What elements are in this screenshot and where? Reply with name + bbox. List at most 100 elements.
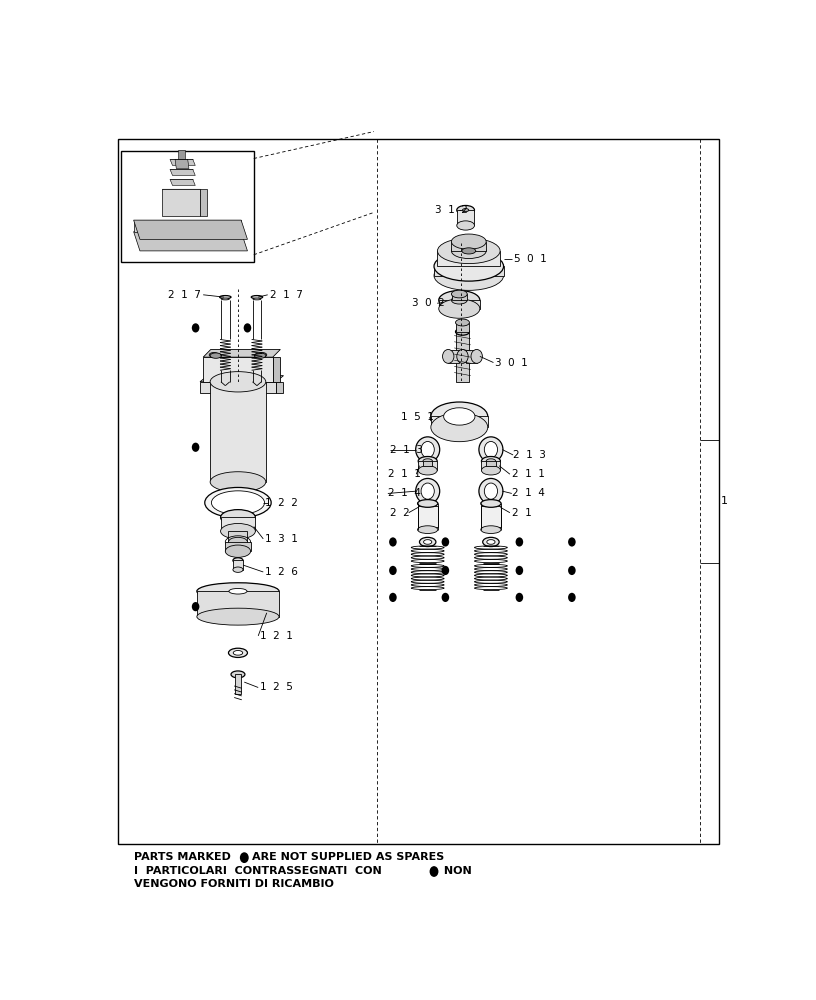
Text: 2  1  4: 2 1 4 bbox=[388, 488, 421, 498]
Text: 1  3  1: 1 3 1 bbox=[265, 534, 298, 544]
Polygon shape bbox=[456, 332, 468, 382]
Ellipse shape bbox=[415, 478, 440, 504]
Text: 1  2  1: 1 2 1 bbox=[260, 631, 293, 641]
Ellipse shape bbox=[233, 567, 243, 572]
Ellipse shape bbox=[209, 353, 219, 357]
Text: 1  2  5: 1 2 5 bbox=[260, 682, 293, 692]
Ellipse shape bbox=[424, 540, 432, 544]
Polygon shape bbox=[448, 350, 459, 363]
Ellipse shape bbox=[481, 466, 500, 475]
Text: 2  1: 2 1 bbox=[512, 508, 531, 518]
Text: 3  0  2: 3 0 2 bbox=[412, 298, 445, 308]
Bar bbox=[178, 150, 185, 159]
Circle shape bbox=[389, 537, 397, 547]
Ellipse shape bbox=[439, 299, 480, 318]
Circle shape bbox=[568, 566, 575, 575]
Text: PARTS MARKED: PARTS MARKED bbox=[134, 852, 234, 862]
Polygon shape bbox=[134, 232, 247, 251]
Ellipse shape bbox=[479, 478, 503, 504]
Ellipse shape bbox=[481, 456, 500, 466]
Polygon shape bbox=[200, 382, 276, 393]
Ellipse shape bbox=[485, 441, 498, 458]
Circle shape bbox=[516, 537, 523, 547]
Ellipse shape bbox=[442, 349, 454, 363]
Text: 2  1  4: 2 1 4 bbox=[512, 488, 544, 498]
Text: 2  1  7: 2 1 7 bbox=[269, 290, 303, 300]
Polygon shape bbox=[225, 542, 251, 551]
Ellipse shape bbox=[485, 483, 498, 499]
Ellipse shape bbox=[257, 353, 267, 357]
Ellipse shape bbox=[431, 413, 488, 442]
Ellipse shape bbox=[253, 298, 261, 300]
Polygon shape bbox=[486, 461, 495, 466]
Ellipse shape bbox=[419, 537, 436, 547]
Text: NON: NON bbox=[441, 866, 472, 876]
Text: 3  0  1: 3 0 1 bbox=[495, 358, 528, 368]
Text: 2  1  7: 2 1 7 bbox=[168, 290, 202, 300]
Polygon shape bbox=[197, 591, 279, 617]
Polygon shape bbox=[201, 189, 206, 216]
Ellipse shape bbox=[225, 545, 251, 557]
Polygon shape bbox=[451, 242, 486, 251]
Text: 2  1  1: 2 1 1 bbox=[388, 469, 421, 479]
Ellipse shape bbox=[455, 328, 469, 335]
Polygon shape bbox=[452, 294, 467, 300]
Polygon shape bbox=[200, 376, 283, 382]
Polygon shape bbox=[170, 159, 195, 165]
Text: 5  0  1: 5 0 1 bbox=[514, 254, 547, 264]
Ellipse shape bbox=[457, 221, 474, 230]
Ellipse shape bbox=[481, 500, 501, 507]
Text: 1  2  6: 1 2 6 bbox=[265, 567, 298, 577]
Ellipse shape bbox=[444, 408, 475, 425]
Text: I  PARTICOLARI  CONTRASSEGNATI  CON: I PARTICOLARI CONTRASSEGNATI CON bbox=[134, 866, 389, 876]
Polygon shape bbox=[431, 416, 488, 427]
Ellipse shape bbox=[211, 353, 221, 358]
Ellipse shape bbox=[211, 372, 266, 392]
Ellipse shape bbox=[486, 459, 495, 463]
Ellipse shape bbox=[451, 296, 468, 304]
Ellipse shape bbox=[487, 540, 495, 544]
Polygon shape bbox=[134, 220, 247, 239]
Circle shape bbox=[516, 566, 523, 575]
Ellipse shape bbox=[197, 583, 279, 600]
Polygon shape bbox=[481, 461, 500, 470]
Text: 2  2: 2 2 bbox=[390, 508, 410, 518]
Ellipse shape bbox=[463, 209, 468, 212]
Polygon shape bbox=[235, 674, 242, 694]
Ellipse shape bbox=[451, 234, 486, 249]
Circle shape bbox=[429, 866, 438, 877]
Ellipse shape bbox=[471, 349, 482, 363]
Ellipse shape bbox=[231, 671, 245, 678]
Circle shape bbox=[441, 537, 449, 547]
Polygon shape bbox=[134, 220, 242, 232]
Polygon shape bbox=[211, 382, 266, 482]
Ellipse shape bbox=[197, 608, 279, 625]
Polygon shape bbox=[434, 266, 503, 276]
Polygon shape bbox=[162, 189, 201, 216]
Polygon shape bbox=[170, 169, 195, 175]
Polygon shape bbox=[221, 517, 255, 531]
Polygon shape bbox=[175, 159, 189, 169]
Polygon shape bbox=[418, 461, 437, 470]
Ellipse shape bbox=[211, 491, 264, 515]
Circle shape bbox=[389, 566, 397, 575]
Polygon shape bbox=[233, 560, 243, 570]
Ellipse shape bbox=[421, 441, 434, 458]
Ellipse shape bbox=[220, 296, 231, 299]
Polygon shape bbox=[481, 506, 501, 527]
Polygon shape bbox=[273, 357, 281, 382]
Circle shape bbox=[240, 852, 249, 863]
Circle shape bbox=[441, 593, 449, 602]
Ellipse shape bbox=[457, 205, 474, 215]
Ellipse shape bbox=[462, 248, 476, 254]
Polygon shape bbox=[455, 323, 469, 332]
Polygon shape bbox=[457, 210, 474, 225]
Ellipse shape bbox=[431, 402, 488, 431]
Ellipse shape bbox=[437, 238, 500, 264]
Text: 2  1  3: 2 1 3 bbox=[390, 445, 423, 455]
Ellipse shape bbox=[418, 456, 437, 466]
Text: 3  1  2: 3 1 2 bbox=[435, 205, 468, 215]
Ellipse shape bbox=[439, 291, 480, 310]
Ellipse shape bbox=[481, 526, 501, 533]
Circle shape bbox=[389, 593, 397, 602]
